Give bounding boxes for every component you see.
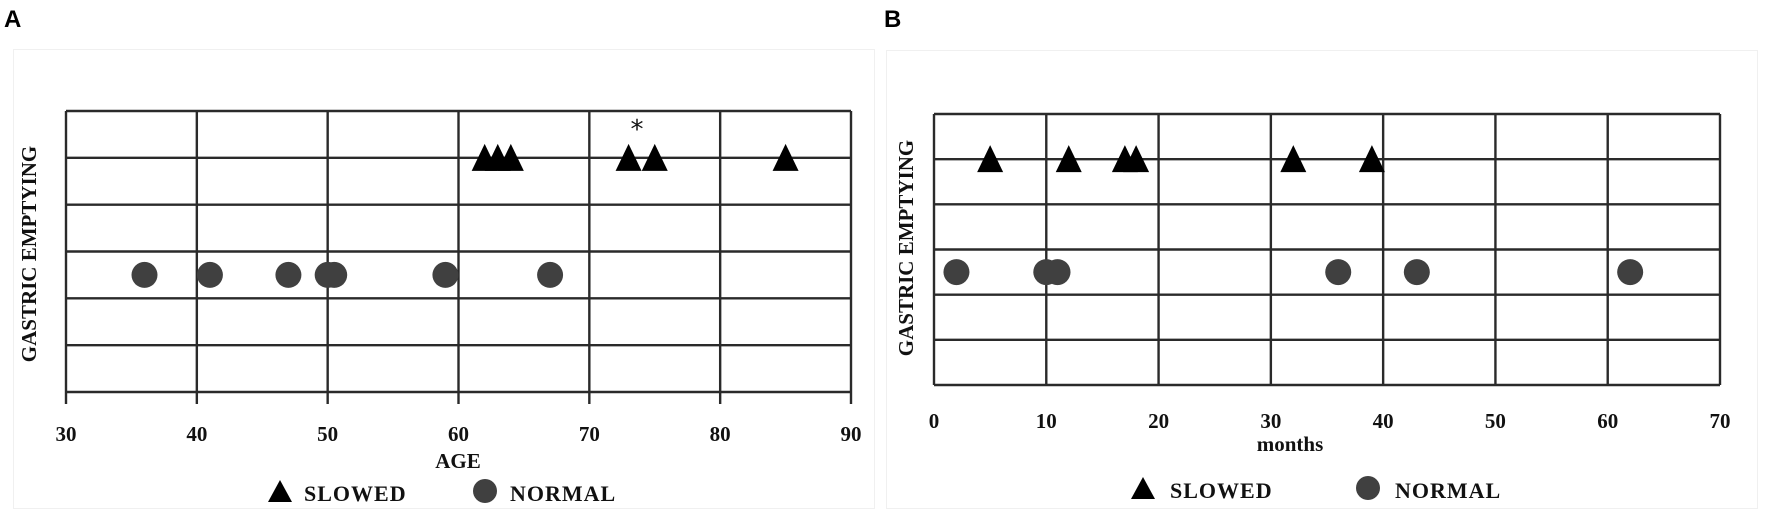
normal-circle-marker <box>1325 259 1352 286</box>
circle-legend-icon <box>1356 476 1380 500</box>
slowed-triangle-marker <box>977 145 1004 173</box>
chart-b-legend: SLOWED NORMAL <box>1131 476 1501 503</box>
x-tick-label: 50 <box>1485 409 1506 433</box>
slowed-triangle-marker <box>1280 145 1307 173</box>
normal-circle-marker <box>432 261 459 288</box>
slowed-triangle-marker <box>1123 145 1150 173</box>
normal-circle-marker <box>1403 259 1430 286</box>
x-tick-label: 50 <box>317 422 338 446</box>
x-tick-label: 40 <box>1373 409 1394 433</box>
normal-circle-marker <box>1044 259 1071 286</box>
x-tick-label: 60 <box>448 422 469 446</box>
chart-b-y-axis-title: GASTRIC EMPTYING <box>894 140 918 356</box>
panel-b <box>886 50 1758 509</box>
panel-b-letter: B <box>884 6 902 33</box>
slowed-triangle-marker <box>615 143 642 171</box>
x-tick-label: 10 <box>1036 409 1057 433</box>
x-tick-label: 70 <box>579 422 600 446</box>
slowed-triangle-marker <box>772 143 799 171</box>
slowed-triangle-marker <box>497 143 524 171</box>
x-tick-label: 60 <box>1597 409 1618 433</box>
x-tick-label: 0 <box>929 409 940 433</box>
panel-a-letter: A <box>4 6 22 33</box>
chart-b-x-ticks: 0 10 20 30 40 50 60 70 <box>929 409 1731 433</box>
chart-b-grid <box>932 112 1722 387</box>
chart-a-legend-normal: NORMAL <box>510 481 616 506</box>
triangle-legend-icon <box>268 480 292 502</box>
normal-circle-marker <box>131 261 158 288</box>
chart-a-y-axis-title: GASTRIC EMPTYING <box>17 146 41 362</box>
normal-circle-marker <box>1617 259 1644 286</box>
chart-a-legend: SLOWED NORMAL <box>268 479 616 506</box>
x-tick-label: 80 <box>710 422 731 446</box>
triangle-legend-icon <box>1131 477 1155 499</box>
normal-circle-marker <box>196 261 223 288</box>
normal-circle-marker <box>321 261 348 288</box>
x-tick-label: 70 <box>1710 409 1731 433</box>
chart-a-x-axis-title: AGE <box>435 449 481 473</box>
chart-a-asterisk-annotation: * <box>631 115 644 145</box>
chart-a-legend-slowed: SLOWED <box>304 481 407 506</box>
chart-b-legend-slowed: SLOWED <box>1170 478 1273 503</box>
chart-a-grid <box>64 109 853 404</box>
chart-a-points <box>131 143 799 288</box>
x-tick-label: 30 <box>1260 409 1281 433</box>
x-tick-label: 20 <box>1148 409 1169 433</box>
circle-legend-icon <box>473 479 497 503</box>
normal-circle-marker <box>943 259 970 286</box>
chart-b-points <box>943 145 1644 286</box>
normal-circle-marker <box>275 261 302 288</box>
x-tick-label: 40 <box>186 422 207 446</box>
normal-circle-marker <box>537 261 564 288</box>
chart-b-x-axis-title: months <box>1257 432 1324 456</box>
slowed-triangle-marker <box>1358 145 1385 173</box>
x-tick-label: 30 <box>56 422 77 446</box>
chart-b-legend-normal: NORMAL <box>1395 478 1501 503</box>
slowed-triangle-marker <box>1055 145 1082 173</box>
slowed-triangle-marker <box>641 143 668 171</box>
x-tick-label: 90 <box>841 422 862 446</box>
chart-a-x-ticks: 30 40 50 60 70 80 90 <box>56 422 862 446</box>
